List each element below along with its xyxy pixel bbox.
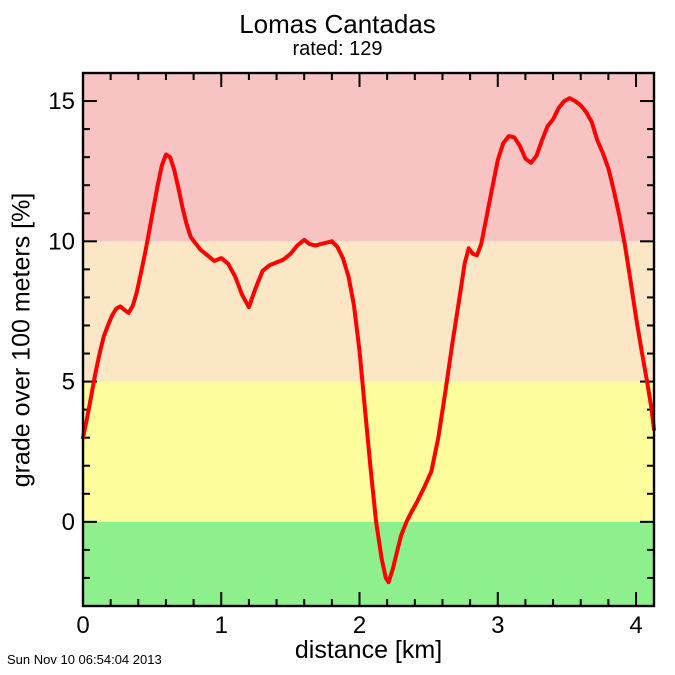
x-axis-title: distance [km] <box>294 636 443 664</box>
x-tick-label: 2 <box>353 612 366 639</box>
grade-curve <box>81 96 656 585</box>
band-downhill <box>83 521 654 606</box>
timestamp: Sun Nov 10 06:54:04 2013 <box>7 652 162 667</box>
plot-frame <box>81 71 656 608</box>
y-tick-label: 0 <box>62 509 75 536</box>
chart-subtitle: rated: 129 <box>292 38 383 60</box>
x-tick-label: 0 <box>76 612 89 639</box>
x-tick-label: 3 <box>491 612 504 639</box>
band-steep <box>83 73 654 242</box>
x-tick-label: 4 <box>629 612 642 639</box>
band-moderate <box>83 241 654 382</box>
y-tick-label: 10 <box>48 228 75 255</box>
y-tick-label: 15 <box>48 88 75 115</box>
y-axis-title: grade over 100 meters [%] <box>7 192 36 488</box>
y-tick-label: 5 <box>62 369 75 396</box>
chart-title: Lomas Cantadas <box>239 9 436 39</box>
x-tick-label: 1 <box>215 612 228 639</box>
